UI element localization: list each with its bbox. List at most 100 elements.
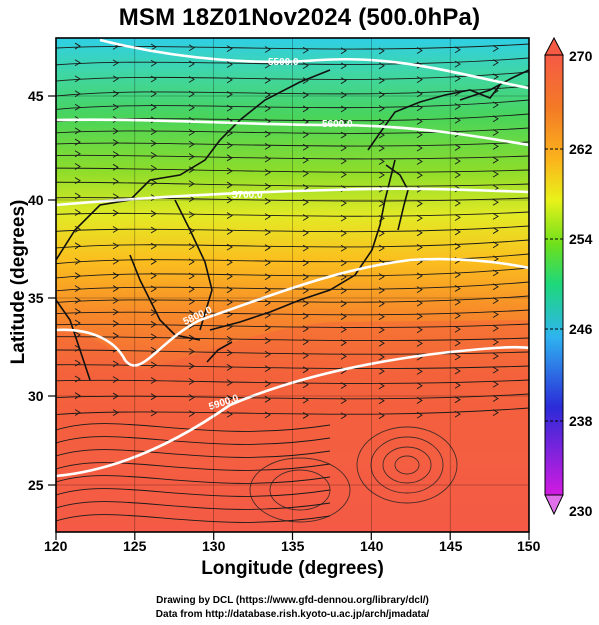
wind-arrow: [188, 153, 195, 160]
wind-arrow: [492, 297, 499, 305]
x-tick-label: 120: [44, 538, 68, 554]
wind-arrow: [454, 171, 461, 179]
wind-arrow: [302, 229, 309, 237]
wind-arrow: [188, 60, 195, 68]
wind-arrow: [340, 144, 347, 152]
wind-arrow: [74, 75, 81, 83]
wind-arrow: [264, 411, 271, 419]
wind-arrow: [226, 154, 233, 162]
wind-arrow: [492, 311, 499, 318]
wind-arrow: [302, 412, 309, 419]
wind-arrow: [378, 339, 385, 347]
wind-arrow: [264, 259, 271, 267]
streamline: [56, 71, 529, 82]
colorbar-min-arrow: [544, 494, 564, 516]
wind-arrow: [302, 214, 309, 221]
wind-arrow: [302, 325, 309, 333]
wind-arrow: [150, 272, 157, 280]
wind-arrow: [74, 308, 81, 316]
wind-arrow: [264, 168, 271, 176]
wind-arrow: [302, 105, 309, 113]
wind-arrow: [188, 310, 195, 317]
wind-arrow: [264, 197, 271, 205]
wind-arrow: [416, 244, 423, 251]
wind-arrow: [492, 59, 499, 67]
wind-arrow: [226, 61, 233, 68]
wind-arrow: [378, 229, 385, 237]
credit-drawing: Drawing by DCL (https://www.gfd-dennou.o…: [156, 595, 429, 606]
streamline: [56, 407, 529, 415]
wind-arrow: [74, 138, 81, 146]
wind-arrow: [112, 226, 119, 233]
wind-arrow: [74, 409, 81, 416]
wind-arrow: [226, 104, 233, 112]
wind-arrow: [454, 144, 461, 151]
wind-arrow: [188, 272, 195, 280]
wind-arrow: [188, 394, 195, 401]
wind-arrow: [150, 377, 157, 384]
wind-arrow: [302, 156, 309, 164]
wind-arrow: [492, 283, 499, 291]
wind-arrow: [74, 359, 81, 367]
wind-streamlines: [56, 42, 529, 523]
wind-arrow: [74, 192, 81, 200]
wind-arrow: [150, 361, 157, 369]
x-tick-label: 140: [360, 538, 384, 554]
wind-arrow: [112, 127, 119, 135]
wind-arrow: [340, 244, 347, 252]
credit-data: Data from http://database.rish.kyoto-u.a…: [155, 609, 430, 620]
wind-arrow: [492, 227, 499, 234]
wind-arrow: [150, 152, 157, 159]
wind-arrow: [74, 163, 81, 170]
streamline: [56, 379, 529, 384]
wind-arrow: [416, 158, 423, 165]
wind-arrow: [188, 90, 195, 98]
wind-arrow: [226, 286, 233, 294]
streamline: [56, 211, 529, 217]
y-tick-label: 25: [28, 477, 44, 493]
wind-arrow: [150, 258, 157, 265]
wind-arrow: [416, 171, 423, 179]
wind-arrow: [226, 141, 233, 149]
colorbar-label: 254: [569, 231, 593, 247]
wind-arrow: [112, 103, 119, 111]
wind-arrow: [302, 273, 309, 281]
wind-arrow: [188, 410, 195, 417]
wind-arrow: [112, 59, 119, 67]
streamline: [56, 197, 529, 202]
wind-arrow: [378, 77, 385, 84]
wind-arrow: [340, 131, 347, 139]
wind-arrow: [454, 271, 461, 278]
wind-arrow: [416, 90, 423, 98]
wind-arrow: [264, 105, 271, 112]
wind-arrow: [150, 409, 157, 417]
wind-arrow: [150, 43, 157, 51]
colorbar-label: 238: [569, 413, 593, 429]
wind-arrow: [340, 287, 347, 294]
wind-arrow: [378, 367, 385, 375]
wind-arrow: [150, 393, 157, 401]
wind-arrow: [302, 91, 309, 99]
wind-arrow: [74, 375, 81, 383]
wind-arrow: [340, 214, 347, 222]
wind-arrow: [416, 104, 423, 112]
wind-arrow: [188, 348, 195, 355]
wind-arrow: [112, 297, 119, 304]
wind-arrow: [74, 285, 81, 292]
streamline: [56, 57, 529, 66]
wind-arrow: [226, 45, 233, 53]
wind-arrow: [112, 139, 119, 146]
wind-arrow: [454, 325, 461, 333]
streamline: [56, 167, 529, 173]
wind-arrow: [454, 285, 461, 292]
wind-arrow: [416, 200, 423, 207]
chart-title: MSM 18Z01Nov2024 (500.0hPa): [118, 4, 481, 31]
wind-arrow: [188, 362, 195, 370]
wind-arrow: [378, 62, 385, 70]
wind-arrow: [264, 337, 271, 345]
wind-arrow: [226, 181, 233, 189]
wind-arrow: [188, 378, 195, 385]
wind-arrow: [112, 376, 119, 383]
wind-arrow: [264, 350, 271, 358]
